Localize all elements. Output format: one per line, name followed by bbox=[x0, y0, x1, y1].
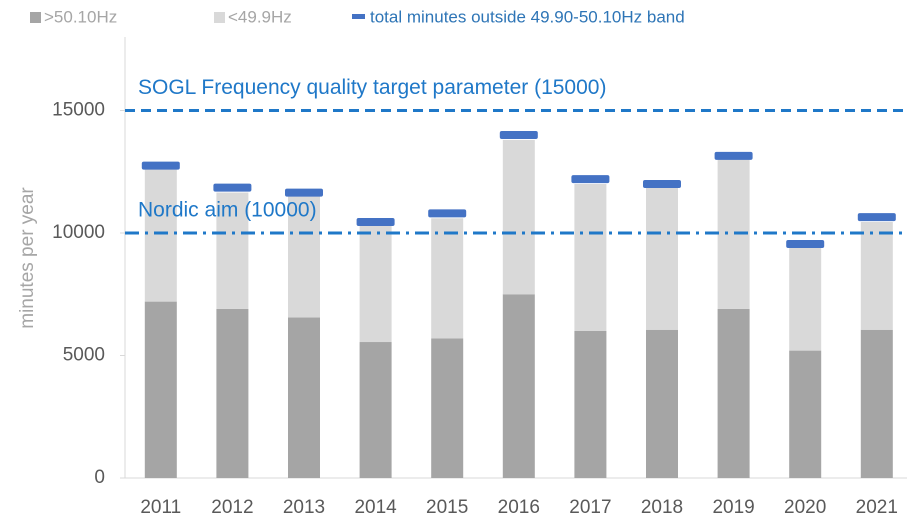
y-tick-label: 0 bbox=[94, 467, 105, 488]
total-marker bbox=[428, 209, 467, 218]
reference-label: Nordic aim (10000) bbox=[138, 199, 317, 222]
x-tick-label: 2011 bbox=[140, 497, 181, 518]
total-marker bbox=[356, 217, 395, 226]
total-marker bbox=[141, 161, 180, 170]
total-marker bbox=[285, 188, 323, 197]
x-tick-label: 2013 bbox=[283, 497, 325, 518]
bar-segment bbox=[574, 331, 607, 478]
total-marker bbox=[714, 151, 753, 160]
bar-segment bbox=[646, 329, 678, 478]
x-tick-label: 2017 bbox=[569, 497, 611, 518]
x-tick-label: 2012 bbox=[211, 497, 253, 518]
total-marker bbox=[857, 213, 896, 222]
bar-segment bbox=[359, 342, 392, 478]
bar-segment bbox=[216, 308, 249, 478]
x-tick-label: 2015 bbox=[426, 497, 468, 518]
legend-label: >50.10Hz bbox=[44, 7, 117, 26]
bar-segment bbox=[431, 218, 464, 339]
legend-swatch bbox=[30, 12, 41, 23]
x-tick-label: 2016 bbox=[498, 497, 540, 518]
legend-label: <49.9Hz bbox=[228, 7, 292, 26]
bar-segment bbox=[288, 196, 320, 318]
bar-segment bbox=[502, 294, 535, 478]
bar-segment bbox=[789, 350, 822, 478]
y-axis-title: minutes per year bbox=[17, 187, 38, 329]
y-tick-label: 10000 bbox=[52, 222, 105, 243]
bar-segment bbox=[646, 187, 678, 330]
y-tick-label: 5000 bbox=[63, 345, 105, 366]
x-tick-label: 2014 bbox=[354, 497, 397, 518]
bar-segment bbox=[574, 184, 607, 331]
bar-segment bbox=[431, 338, 464, 478]
bar-segment bbox=[860, 329, 893, 478]
bar-segment bbox=[288, 317, 320, 478]
x-tick-label: 2021 bbox=[856, 497, 898, 518]
bar-segment bbox=[144, 301, 177, 478]
bar-segment bbox=[717, 308, 750, 478]
legend-swatch bbox=[352, 14, 365, 19]
total-marker bbox=[643, 180, 681, 188]
bar-segment bbox=[789, 247, 822, 351]
total-marker bbox=[213, 183, 252, 192]
x-tick-label: 2019 bbox=[712, 497, 754, 518]
bar-segment bbox=[216, 192, 249, 309]
x-tick-label: 2020 bbox=[784, 497, 826, 518]
total-marker bbox=[571, 175, 610, 184]
bar-segment bbox=[860, 221, 893, 330]
total-marker bbox=[499, 131, 538, 139]
legend-swatch bbox=[214, 12, 225, 23]
bar-segment bbox=[144, 169, 177, 302]
y-tick-label: 15000 bbox=[52, 100, 105, 121]
total-marker bbox=[786, 240, 825, 249]
bar-segment bbox=[502, 139, 535, 295]
bar-segment bbox=[359, 225, 392, 343]
legend-label: total minutes outside 49.90-50.10Hz band bbox=[370, 7, 685, 26]
x-tick-label: 2018 bbox=[641, 497, 683, 518]
reference-label: SOGL Frequency quality target parameter … bbox=[138, 76, 606, 99]
